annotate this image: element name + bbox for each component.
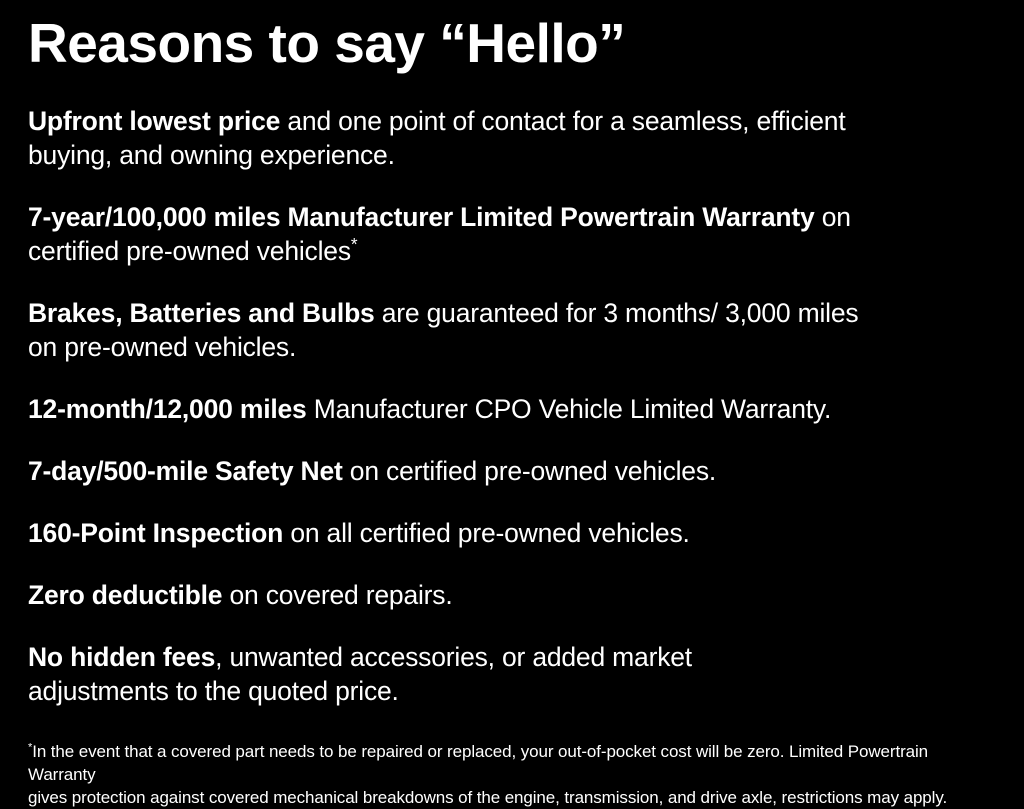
bold-text: No hidden fees (28, 642, 216, 672)
bold-text: 12-month/12,000 miles (28, 394, 307, 424)
benefit-brakes-batteries-bulbs: Brakes, Batteries and Bulbs are guarante… (28, 296, 996, 364)
footnote-asterisk: * (28, 741, 33, 754)
regular-text: on covered repairs. (222, 580, 453, 610)
footnote-asterisk: * (350, 234, 358, 255)
benefit-160-point-inspection: 160-Point Inspection on all certified pr… (28, 516, 996, 550)
regular-text: on (814, 202, 851, 232)
footnote-line-2: gives protection against covered mechani… (28, 788, 948, 807)
regular-text: buying, and owning experience. (28, 140, 395, 170)
benefit-safety-net: 7-day/500-mile Safety Net on certified p… (28, 454, 996, 488)
benefit-upfront-lowest-price: Upfront lowest price and one point of co… (28, 104, 996, 172)
regular-text: on all certified pre-owned vehicles. (283, 518, 690, 548)
bold-text: Upfront lowest price (28, 106, 281, 136)
footnote-line-1: In the event that a covered part needs t… (28, 742, 929, 784)
benefit-powertrain-warranty: 7-year/100,000 miles Manufacturer Limite… (28, 200, 996, 268)
regular-text: Manufacturer CPO Vehicle Limited Warrant… (306, 394, 832, 424)
bold-text: 160-Point Inspection (28, 518, 284, 548)
regular-text: and one point of contact for a seamless,… (280, 106, 846, 136)
page-title: Reasons to say “Hello” (28, 12, 626, 74)
benefit-cpo-vehicle-warranty: 12-month/12,000 miles Manufacturer CPO V… (28, 392, 996, 426)
bold-text: 7-year/100,000 miles Manufacturer Limite… (28, 202, 815, 232)
benefit-zero-deductible: Zero deductible on covered repairs. (28, 578, 996, 612)
regular-text: on certified pre-owned vehicles. (342, 456, 717, 486)
regular-text: certified pre-owned vehicles (28, 236, 351, 266)
regular-text: adjustments to the quoted price. (28, 676, 399, 706)
regular-text: on pre-owned vehicles. (28, 332, 297, 362)
bold-text: 7-day/500-mile Safety Net (28, 456, 343, 486)
regular-text: are guaranteed for 3 months/ 3,000 miles (374, 298, 859, 328)
benefit-no-hidden-fees: No hidden fees, unwanted accessories, or… (28, 640, 996, 708)
footnote: *In the event that a covered part needs … (28, 740, 996, 809)
bold-text: Zero deductible (28, 580, 223, 610)
bold-text: Brakes, Batteries and Bulbs (28, 298, 375, 328)
regular-text: , unwanted accessories, or added market (215, 642, 692, 672)
